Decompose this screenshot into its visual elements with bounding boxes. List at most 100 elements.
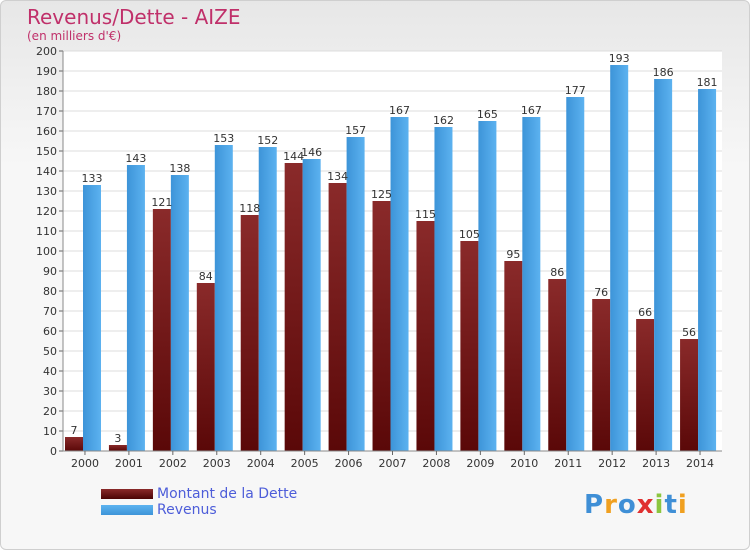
y-tick-label: 50 xyxy=(43,345,57,358)
bar-revenus xyxy=(390,117,409,451)
y-tick-label: 10 xyxy=(43,425,57,438)
bar-dette xyxy=(108,445,127,451)
logo-letter: o xyxy=(617,490,637,520)
y-tick-label: 60 xyxy=(43,325,57,338)
chart-subtitle: (en milliers d'€) xyxy=(27,29,122,43)
bar-dette xyxy=(416,221,435,451)
legend-swatch-revenus xyxy=(101,505,153,515)
bar-revenus xyxy=(258,147,277,451)
x-tick-label: 2003 xyxy=(203,457,231,470)
x-tick-label: 2005 xyxy=(291,457,319,470)
y-tick-label: 90 xyxy=(43,265,57,278)
data-label-dette: 105 xyxy=(459,228,480,241)
bar-revenus xyxy=(478,121,497,451)
logo-letter: i xyxy=(654,490,665,520)
x-tick-label: 2001 xyxy=(115,457,143,470)
y-tick-label: 110 xyxy=(36,225,57,238)
legend-label-dette: Montant de la Dette xyxy=(157,486,298,502)
logo-letter: r xyxy=(604,490,618,520)
data-label-revenus: 153 xyxy=(213,132,234,145)
bar-dette xyxy=(372,201,391,451)
y-tick-label: 80 xyxy=(43,285,57,298)
bar-dette xyxy=(504,261,523,451)
data-label-revenus: 167 xyxy=(521,104,542,117)
y-tick-label: 200 xyxy=(36,45,57,58)
x-tick-label: 2002 xyxy=(159,457,187,470)
bar-dette xyxy=(592,299,611,451)
data-label-dette: 95 xyxy=(506,248,520,261)
logo-letter: x xyxy=(636,490,655,520)
bar-dette xyxy=(152,209,171,451)
bar-revenus xyxy=(126,165,145,451)
y-tick-label: 190 xyxy=(36,65,57,78)
bar-dette xyxy=(65,437,83,451)
y-tick-label: 180 xyxy=(36,85,57,98)
data-label-dette: 125 xyxy=(371,188,392,201)
bar-dette xyxy=(548,279,567,451)
y-tick-label: 170 xyxy=(36,105,57,118)
data-label-revenus: 133 xyxy=(82,172,103,185)
data-label-dette: 144 xyxy=(283,150,304,163)
data-label-dette: 84 xyxy=(199,270,213,283)
legend-label-revenus: Revenus xyxy=(157,502,217,518)
x-tick-label: 2004 xyxy=(247,457,275,470)
bar-revenus xyxy=(610,65,629,451)
bar-revenus xyxy=(170,175,189,451)
bar-revenus xyxy=(214,145,233,451)
data-label-dette: 76 xyxy=(594,286,608,299)
x-tick-label: 2010 xyxy=(510,457,538,470)
bar-dette xyxy=(636,319,655,451)
data-label-revenus: 177 xyxy=(565,84,586,97)
data-label-dette: 115 xyxy=(415,208,436,221)
x-tick-label: 2014 xyxy=(686,457,714,470)
data-label-dette: 66 xyxy=(638,306,652,319)
y-tick-label: 130 xyxy=(36,185,57,198)
data-label-revenus: 181 xyxy=(697,76,718,89)
y-tick-label: 120 xyxy=(36,205,57,218)
bar-revenus xyxy=(83,185,101,451)
bar-revenus xyxy=(434,127,453,451)
legend-swatch-dette xyxy=(101,489,153,499)
bar-dette xyxy=(196,283,215,451)
data-label-dette: 3 xyxy=(114,432,121,445)
y-tick-label: 40 xyxy=(43,365,57,378)
y-tick-label: 0 xyxy=(50,445,57,458)
bar-dette xyxy=(328,183,347,451)
bar-revenus xyxy=(522,117,541,451)
x-tick-label: 2006 xyxy=(335,457,363,470)
x-tick-label: 2013 xyxy=(642,457,670,470)
data-label-revenus: 157 xyxy=(345,124,366,137)
data-label-revenus: 146 xyxy=(301,146,322,159)
data-label-revenus: 193 xyxy=(609,52,630,65)
y-tick-label: 30 xyxy=(43,385,57,398)
bar-revenus xyxy=(654,79,673,451)
proxiti-logo: Proxiti xyxy=(584,490,688,520)
bar-revenus xyxy=(302,159,321,451)
y-tick-label: 100 xyxy=(36,245,57,258)
x-tick-label: 2011 xyxy=(554,457,582,470)
y-tick-label: 140 xyxy=(36,165,57,178)
data-label-dette: 56 xyxy=(682,326,696,339)
bar-dette xyxy=(240,215,259,451)
data-label-revenus: 167 xyxy=(389,104,410,117)
y-tick-label: 20 xyxy=(43,405,57,418)
x-tick-label: 2000 xyxy=(71,457,99,470)
data-label-dette: 7 xyxy=(71,424,78,437)
data-label-revenus: 143 xyxy=(125,152,146,165)
data-label-revenus: 138 xyxy=(169,162,190,175)
data-label-revenus: 152 xyxy=(257,134,278,147)
x-tick-label: 2009 xyxy=(466,457,494,470)
data-label-dette: 86 xyxy=(550,266,564,279)
y-tick-label: 70 xyxy=(43,305,57,318)
axes: 0 10 20 30 40 50 60 70 80 90 100 110 120 130 140 150 160… xyxy=(36,45,722,470)
data-label-dette: 121 xyxy=(151,196,172,209)
bar-revenus xyxy=(566,97,585,451)
bar-revenus xyxy=(698,89,717,451)
x-tick-label: 2007 xyxy=(379,457,407,470)
data-label-dette: 134 xyxy=(327,170,348,183)
bars xyxy=(65,65,717,451)
chart-title: Revenus/Dette - AIZE xyxy=(27,5,241,29)
bar-dette xyxy=(284,163,303,451)
